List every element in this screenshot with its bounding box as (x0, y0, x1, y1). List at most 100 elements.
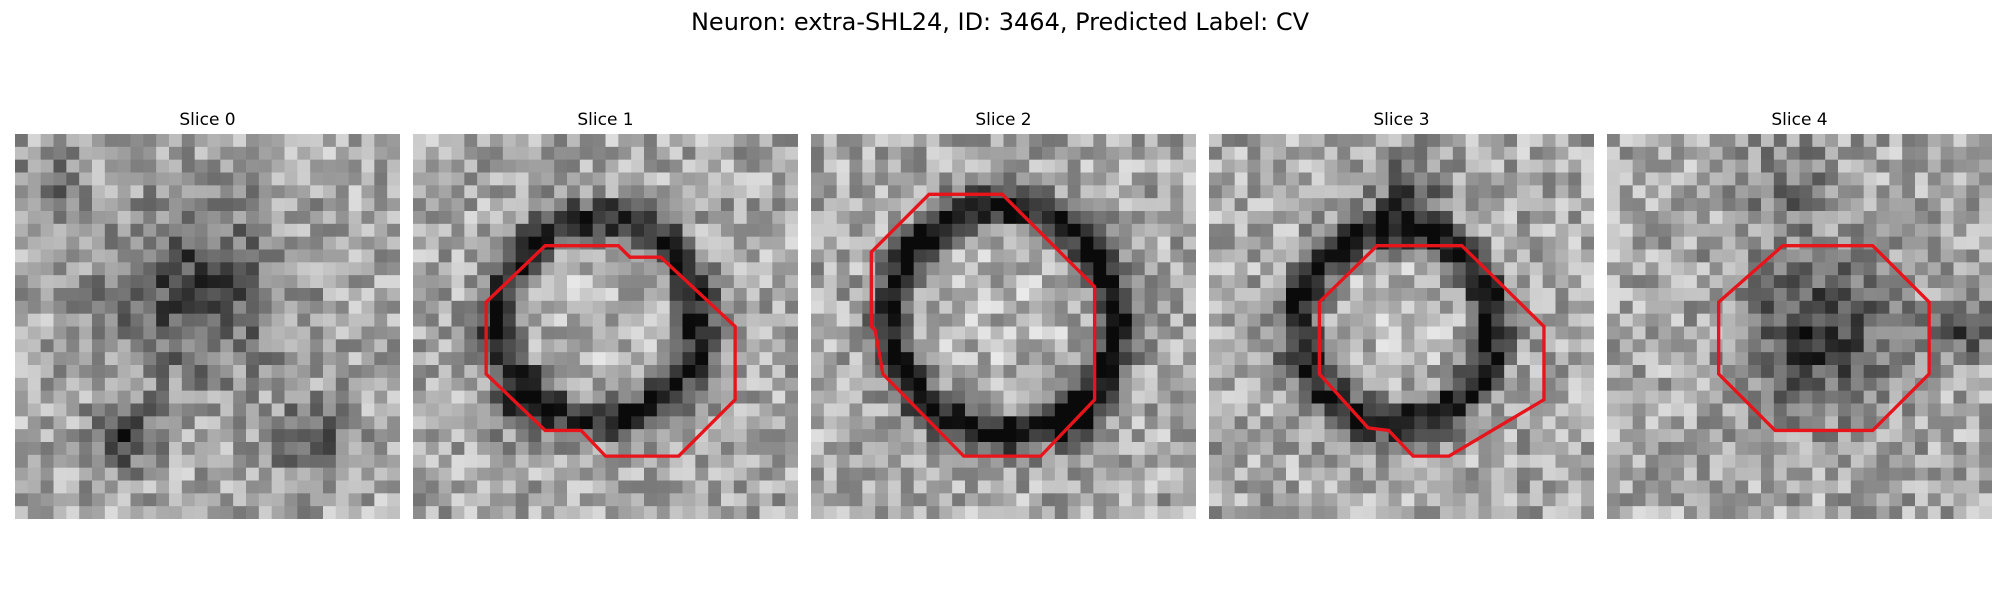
pixel-cell (1337, 146, 1351, 161)
pixel-cell (939, 172, 953, 186)
pixel-cell (682, 198, 696, 212)
pixel-cell (1671, 429, 1685, 443)
pixel-cell (438, 429, 453, 443)
pixel-cell (1209, 403, 1223, 417)
pixel-cell (1966, 454, 1980, 469)
pixel-cell (1491, 134, 1505, 148)
pixel-cell (836, 134, 851, 148)
pixel-cell (425, 249, 440, 263)
pixel-cell (965, 454, 979, 469)
pixel-cell (1080, 429, 1094, 443)
pixel-cell (1915, 146, 1929, 161)
pixel-cell (130, 185, 144, 199)
pixel-cell (733, 493, 748, 507)
pixel-cell (1401, 480, 1415, 494)
pixel-cell (708, 339, 722, 353)
pixel-cell (990, 185, 1005, 199)
pixel-cell (1131, 454, 1146, 469)
pixel-cell (1440, 134, 1454, 148)
pixel-cell (361, 352, 375, 366)
pixel-cell (1363, 211, 1377, 225)
pixel-cell (425, 313, 440, 328)
pixel-cell (233, 262, 247, 276)
pixel-cell (811, 339, 825, 353)
pixel-cell (246, 454, 260, 469)
pixel-cell (695, 300, 709, 315)
pixel-cell (246, 275, 260, 289)
pixel-cell (1106, 159, 1120, 174)
pixel-cell (1452, 134, 1467, 148)
pixel-cell (1696, 159, 1711, 174)
pixel-cell (425, 377, 440, 392)
pixel-cell (1414, 339, 1428, 353)
pixel-cell (1581, 300, 1594, 315)
pixel-cell (258, 480, 273, 494)
pixel-cell (682, 506, 696, 519)
pixel-cell (220, 467, 234, 482)
pixel-cell (1042, 377, 1056, 392)
pixel-cell (1658, 172, 1672, 186)
pixel-cell (1131, 288, 1146, 302)
pixel-cell (1735, 300, 1749, 315)
pixel-cell (1940, 442, 1955, 456)
pixel-cell (1106, 480, 1120, 494)
pixel-cell (1016, 454, 1030, 469)
pixel-cell (875, 300, 889, 315)
pixel-cell (15, 416, 29, 430)
pixel-cell (823, 403, 838, 417)
pixel-cell (490, 480, 504, 494)
pixel-cell (1812, 146, 1826, 161)
pixel-cell (387, 249, 400, 263)
pixel-cell (1260, 326, 1274, 340)
pixel-cell (926, 326, 940, 340)
pixel-cell (1838, 416, 1852, 430)
pixel-cell (1093, 442, 1107, 456)
pixel-cell (1183, 249, 1196, 263)
pixel-cell (965, 416, 979, 430)
pixel-cell (246, 249, 260, 263)
pixel-cell (297, 352, 311, 366)
pixel-cell (1838, 365, 1852, 379)
pixel-cell (1799, 365, 1813, 379)
pixel-cell (888, 236, 902, 251)
pixel-cell (1401, 326, 1415, 340)
pixel-cell (1555, 159, 1569, 174)
pixel-cell (66, 262, 80, 276)
pixel-cell (1825, 377, 1839, 392)
pixel-cell (1658, 326, 1672, 340)
pixel-cell (1863, 313, 1878, 328)
pixel-cell (1414, 467, 1428, 482)
pixel-cell (1465, 365, 1480, 379)
pixel-cell (451, 339, 465, 353)
pixel-cell (169, 146, 183, 161)
pixel-cell (1581, 134, 1594, 148)
pixel-cell (66, 480, 80, 494)
pixel-cell (169, 416, 183, 430)
pixel-cell (695, 506, 709, 519)
pixel-cell (1748, 506, 1762, 519)
pixel-cell (1183, 493, 1196, 507)
pixel-cell (374, 236, 388, 251)
pixel-cell (1568, 390, 1582, 405)
pixel-cell (1863, 262, 1878, 276)
pixel-cell (541, 377, 555, 392)
pixel-cell (1863, 429, 1878, 443)
pixel-cell (1504, 352, 1518, 366)
pixel-cell (1684, 275, 1698, 289)
pixel-cell (579, 185, 594, 199)
pixel-cell (66, 288, 80, 302)
pixel-cell (1773, 159, 1788, 174)
pixel-cell (143, 198, 157, 212)
pixel-cell (721, 288, 735, 302)
pixel-cell (1581, 454, 1594, 469)
pixel-cell (1735, 442, 1749, 456)
pixel-cell (1542, 223, 1557, 238)
pixel-cell (1157, 493, 1171, 507)
pixel-cell (1671, 506, 1685, 519)
pixel-cell (708, 416, 722, 430)
pixel-cell (1016, 326, 1030, 340)
pixel-cell (1067, 377, 1082, 392)
pixel-cell (592, 506, 607, 519)
pixel-cell (451, 300, 465, 315)
pixel-cell (361, 262, 375, 276)
